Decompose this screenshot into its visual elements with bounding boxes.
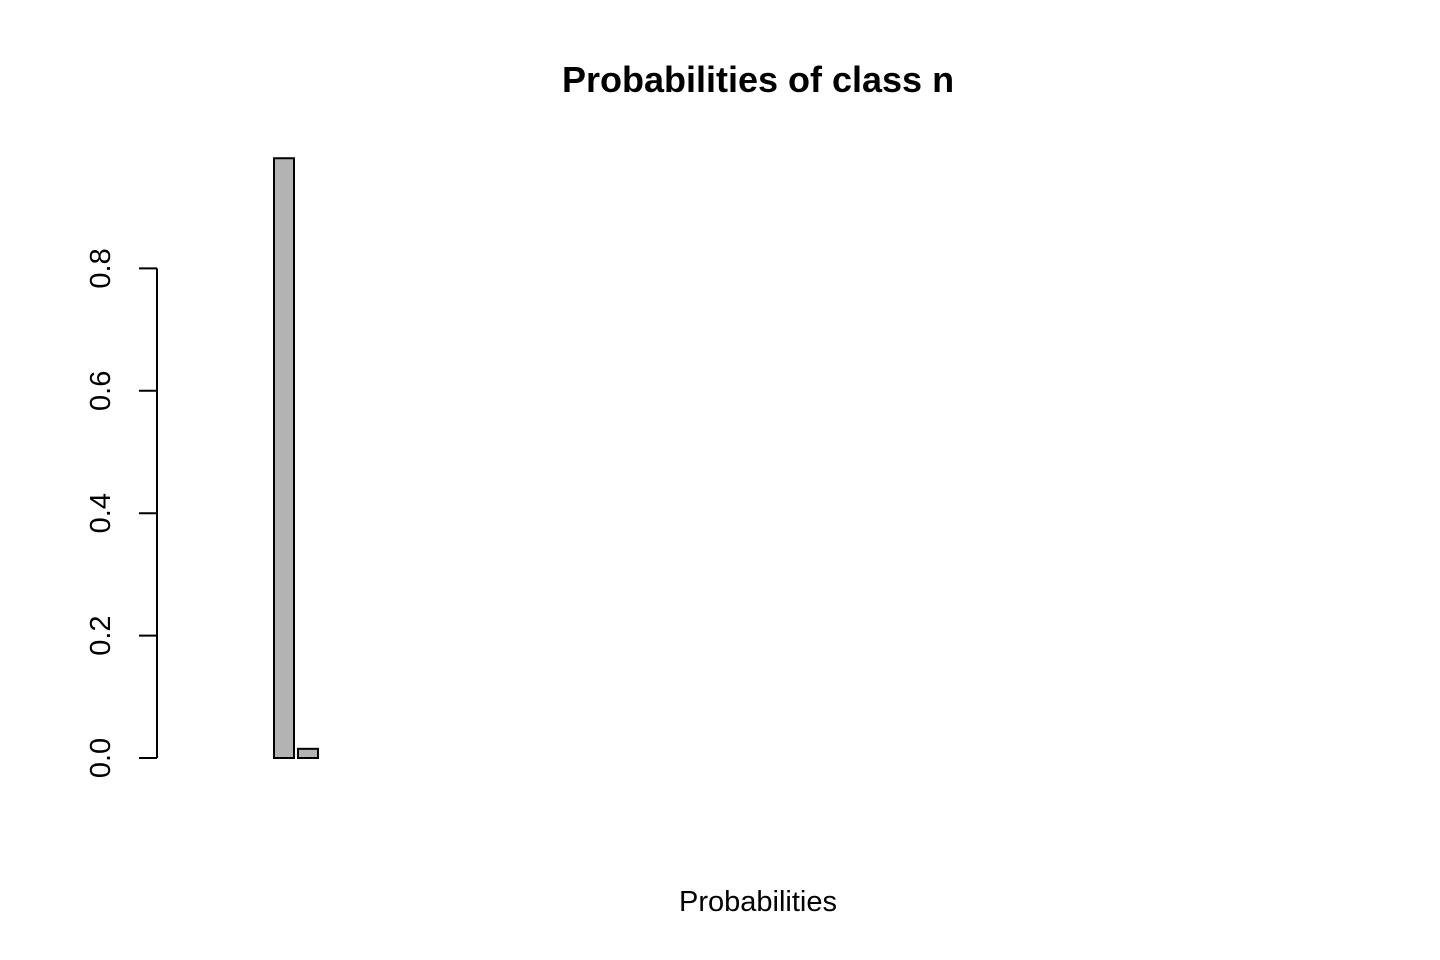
bars-group: [273, 157, 319, 760]
y-tick-label-2: 0.4: [85, 493, 117, 533]
y-tick-label-0: 0.0: [85, 738, 117, 778]
y-tick-label-4: 0.8: [85, 248, 117, 288]
bar-3: [273, 157, 295, 760]
y-axis: 0.0 0.2 0.4 0.6 0.8: [85, 248, 158, 778]
bar-4: [297, 747, 319, 760]
y-tick-label-1: 0.2: [85, 615, 117, 655]
chart-title: Probabilities of class n: [562, 59, 954, 100]
y-tick-label-3: 0.6: [85, 371, 117, 411]
x-axis-label: Probabilities: [679, 886, 837, 918]
